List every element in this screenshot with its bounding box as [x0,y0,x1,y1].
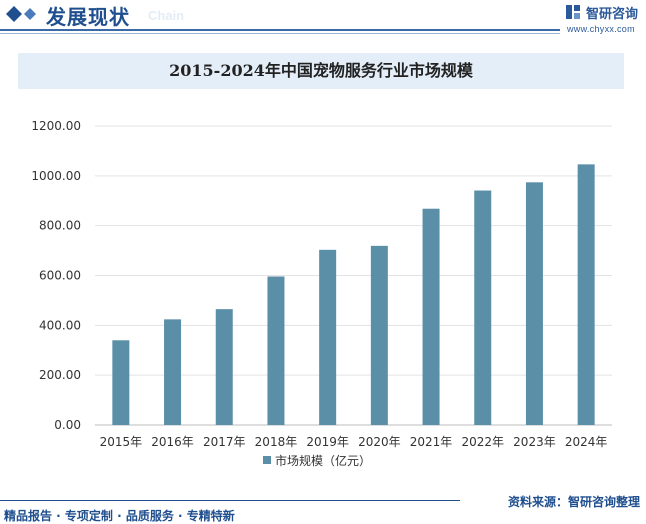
diamond-bullets-icon [6,6,36,22]
x-tick-label: 2019年 [306,435,349,449]
x-tick-label: 2022年 [461,435,504,449]
chart-title: 2015-2024年中国宠物服务行业市场规模 [169,61,473,80]
bar [267,276,285,425]
watermark-word: Chain [148,8,185,23]
bar [577,164,595,425]
data-source: 资料来源：智研咨询整理 [507,495,640,509]
footer-divider [0,500,460,501]
bar [112,340,130,425]
x-tick-label: 2017年 [203,435,246,449]
x-tick-label: 2015年 [100,435,143,449]
legend-label: 市场规模（亿元） [275,453,371,468]
x-tick-label: 2023年 [513,435,556,449]
section-title: 发展现状 [46,5,130,29]
footer-slogan: 精品报告 · 专项定制 · 品质服务 · 专精特新 [4,509,235,523]
y-tick-label: 200.00 [39,368,81,382]
legend-swatch [263,456,271,464]
header: 发展现状 Chain 智研咨询 www.chyxx.com [0,0,646,40]
y-tick-label: 400.00 [39,318,81,332]
y-tick-label: 0.00 [54,418,81,432]
y-tick-label: 1200.00 [31,119,81,133]
bar-chart: 0.00 200.00 400.00 600.00 800.00 1000.00 1200.… [31,119,612,468]
brand-name: 智研咨询 [586,7,639,22]
bar [474,190,492,425]
bar [164,319,182,425]
header-divider [0,29,560,31]
x-tick-label: 2016年 [151,435,194,449]
header-divider-thin [0,33,560,34]
x-tick-label: 2024年 [565,435,608,449]
x-tick-label: 2020年 [358,435,401,449]
x-tick-label: 2021年 [410,435,453,449]
bar [319,249,337,425]
bar [215,309,233,425]
chart-title-band: 2015-2024年中国宠物服务行业市场规模 [18,53,624,89]
x-tick-label: 2018年 [255,435,298,449]
bar [370,245,388,425]
brand-logo-icon [566,5,580,19]
brand-url: www.chyxx.com [567,24,635,34]
bar [422,208,440,425]
y-tick-label: 800.00 [39,219,81,233]
y-tick-label: 1000.00 [31,169,81,183]
y-tick-label: 600.00 [39,269,81,283]
bar [525,182,543,425]
